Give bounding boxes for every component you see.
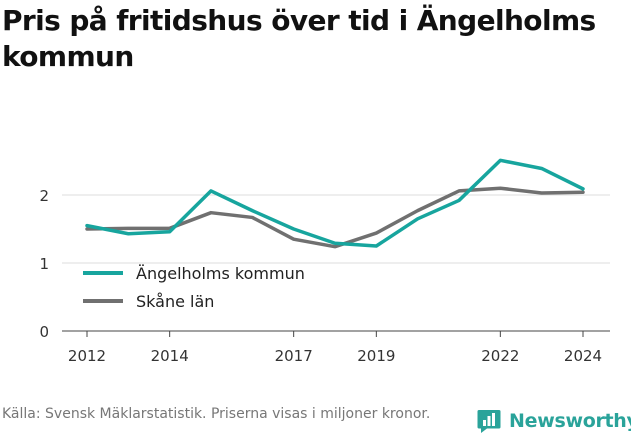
newsworthy-logo[interactable]: Newsworthy: [476, 408, 631, 434]
legend-label: Skåne län: [136, 292, 214, 311]
gridlines: [62, 194, 610, 332]
x-tick-label: 2014: [151, 347, 189, 365]
x-tick-label: 2019: [357, 347, 395, 365]
brand-name: Newsworthy: [509, 410, 631, 432]
y-tick-label: 0: [39, 323, 49, 341]
legend-label: Ängelholms kommun: [136, 264, 305, 283]
x-tick-label: 2024: [564, 347, 602, 365]
newsworthy-logo-icon: [477, 410, 501, 433]
y-tick-labels: 0 1 2: [39, 187, 49, 341]
y-tick-label: 2: [39, 187, 49, 205]
x-axis: 2012 2014 2017 2019 2022 2024: [68, 331, 602, 365]
x-tick-label: 2022: [481, 347, 519, 365]
series-line-angelholms-kommun: [85, 158, 585, 248]
legend: Ängelholms kommun Skåne län: [83, 264, 305, 311]
chart-title: Pris på fritidshus över tid i Ängelholms…: [2, 4, 596, 73]
y-tick-label: 1: [39, 255, 49, 273]
series-lines: [85, 158, 585, 249]
line-chart: 0 1 2 2012 2014 2017 2019 2022 2024 Ängelholms …: [39, 158, 610, 365]
series-line-skane-lan: [85, 186, 585, 249]
x-tick-label: 2012: [68, 347, 106, 365]
source-note: Källa: Svensk Mäklarstatistik. Priserna …: [2, 406, 431, 422]
x-tick-label: 2017: [275, 347, 313, 365]
